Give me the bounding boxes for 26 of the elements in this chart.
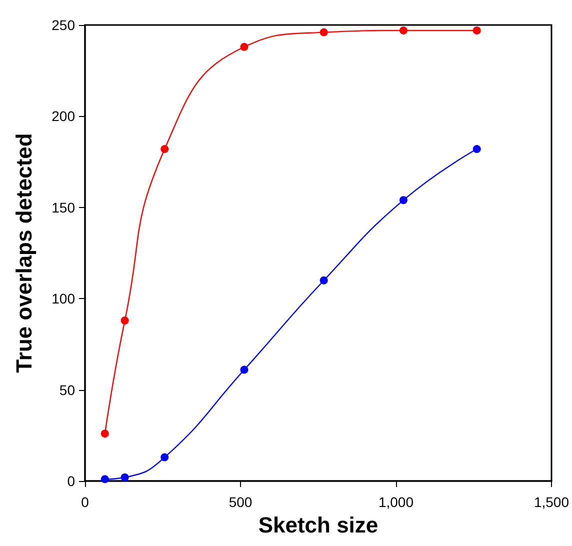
x-axis-title: Sketch size — [258, 512, 378, 538]
point — [472, 145, 481, 154]
y-tick-label: 200 — [52, 108, 76, 124]
point — [100, 430, 109, 438]
point — [320, 276, 328, 284]
point — [240, 366, 248, 374]
y-tick-label: 250 — [52, 17, 76, 33]
point — [120, 316, 129, 324]
x-tick-label: 0 — [81, 494, 90, 510]
point — [100, 475, 109, 484]
y-tick-label: 50 — [59, 382, 76, 398]
point — [160, 145, 169, 154]
point — [399, 196, 408, 204]
point — [240, 42, 248, 51]
y-tick-label: 100 — [52, 290, 76, 307]
y-axis-title: True overlaps detected — [12, 133, 36, 373]
point — [320, 28, 328, 36]
x-tick-label: 500 — [228, 494, 252, 510]
point — [120, 473, 129, 482]
x-tick-label: 1,500 — [534, 494, 570, 510]
point — [472, 26, 481, 34]
point — [160, 453, 169, 462]
y-tick-label: 0 — [67, 473, 76, 489]
y-tick-label: 150 — [52, 199, 76, 216]
point — [399, 26, 408, 34]
x-tick-label: 1,000 — [378, 494, 414, 510]
